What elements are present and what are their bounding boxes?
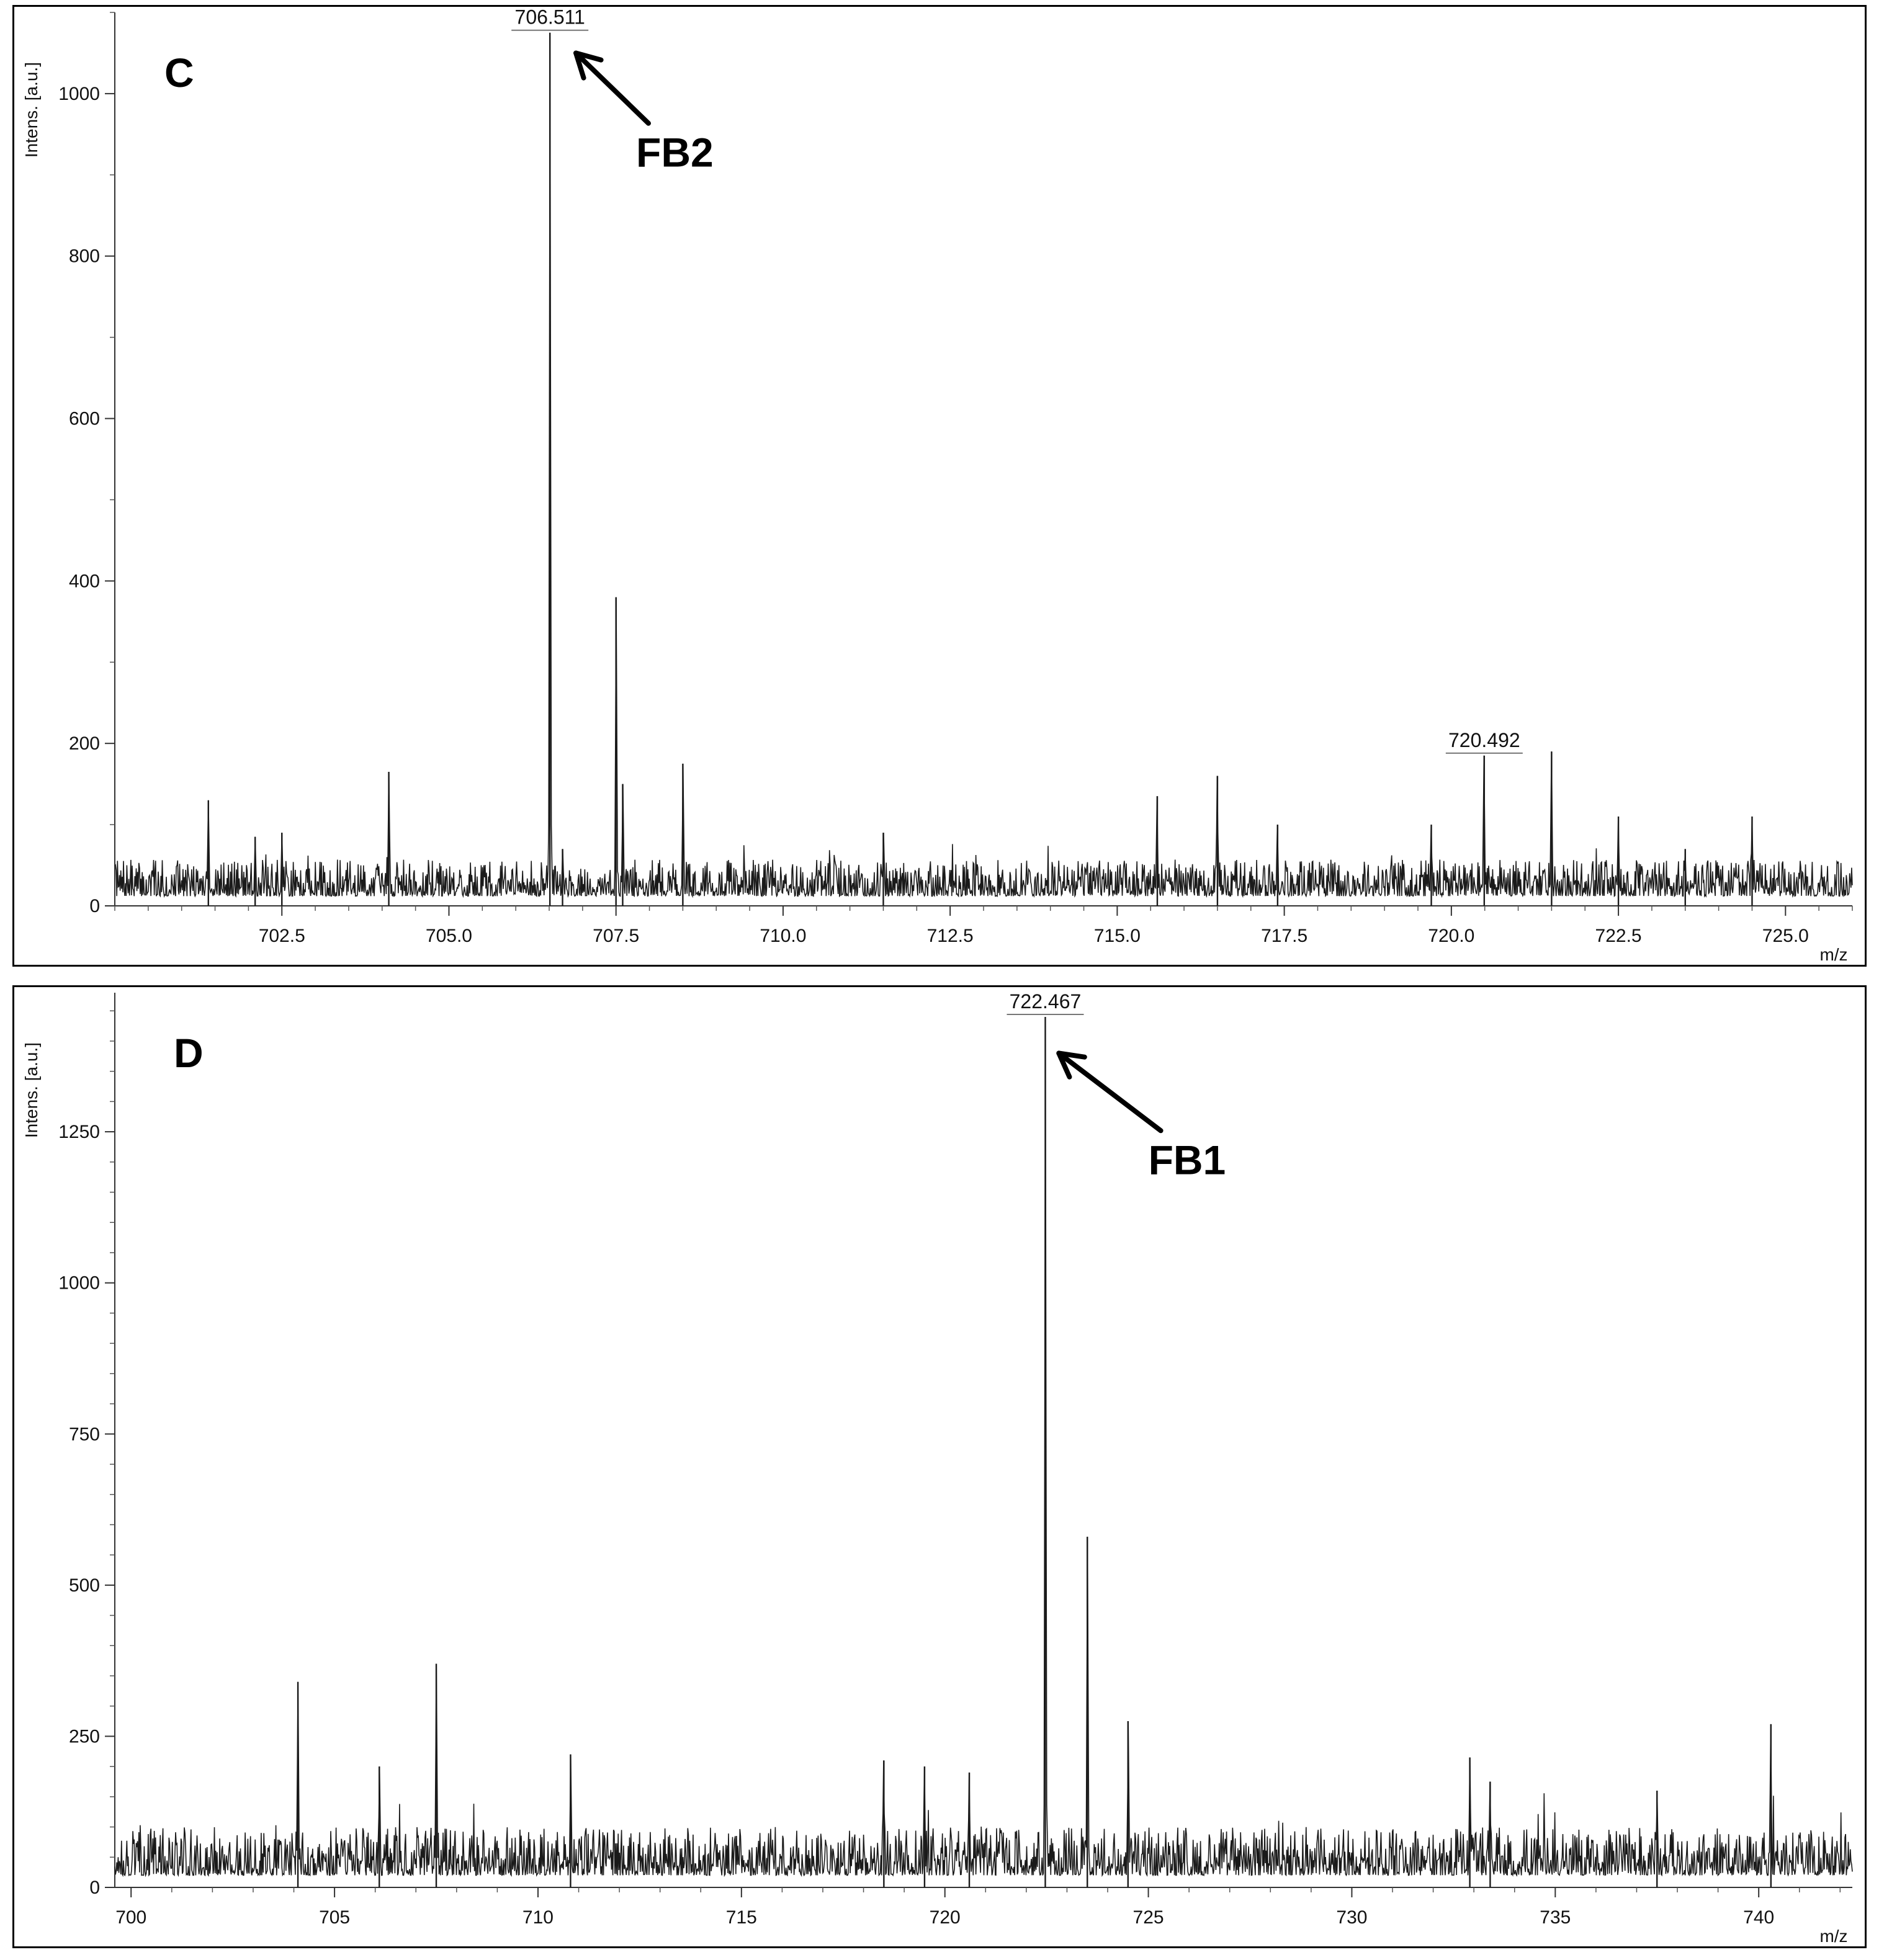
x-tick-label: 720.0 <box>1428 926 1474 946</box>
y-tick-label: 400 <box>69 571 100 591</box>
annotation-arrow-shaft <box>1056 1050 1164 1134</box>
x-tick-label: 702.5 <box>259 926 305 946</box>
chart-panel-c: 0 200 400 600 800 1000 702.5 705.0 707.5 710.0 712… <box>22 6 1853 964</box>
peak-label: 720.492 <box>1448 729 1520 751</box>
x-tick-label: 717.5 <box>1261 926 1307 946</box>
x-tick-label: 720 <box>930 1907 961 1928</box>
x-tick-label: 705 <box>319 1907 350 1928</box>
x-tick-label: 700 <box>115 1907 146 1928</box>
spectrum-trace <box>114 32 1853 898</box>
x-axis-title: m/z <box>1819 945 1847 964</box>
y-tick-label: 1000 <box>58 1273 100 1294</box>
y-tick-label: 250 <box>69 1726 100 1747</box>
spectrum-trace <box>114 1016 1853 1877</box>
x-tick-label: 715 <box>726 1907 757 1928</box>
x-tick-label: 710.0 <box>760 926 806 946</box>
x-tick-label: 725 <box>1133 1907 1164 1928</box>
panel-letter: C <box>164 50 194 96</box>
x-tick-label: 740 <box>1743 1907 1774 1928</box>
peak-label: 706.511 <box>515 6 585 29</box>
x-tick-label: 725.0 <box>1762 926 1809 946</box>
y-tick-label: 600 <box>69 409 100 429</box>
x-tick-label: 722.5 <box>1595 926 1642 946</box>
chart-panel-c-frame <box>12 5 1867 967</box>
y-tick-label: 1250 <box>58 1122 100 1142</box>
y-tick-label: 800 <box>69 246 100 267</box>
y-tick-label: 750 <box>69 1424 100 1444</box>
chart-panel-d-frame <box>12 985 1867 1948</box>
y-axis-title: Intens. [a.u.] <box>22 1042 41 1138</box>
peak-label: 722.467 <box>1010 990 1082 1013</box>
x-tick-label: 715.0 <box>1094 926 1141 946</box>
x-tick-label: 710 <box>522 1907 554 1928</box>
x-tick-label: 735 <box>1540 1907 1571 1928</box>
annotation-label: FB1 <box>1149 1137 1226 1183</box>
x-tick-label: 705.0 <box>426 926 472 946</box>
annotation-label: FB2 <box>636 130 714 176</box>
y-tick-label: 0 <box>89 896 100 916</box>
x-tick-label: 730 <box>1336 1907 1367 1928</box>
y-tick-label: 0 <box>89 1877 100 1898</box>
y-axis-title: Intens. [a.u.] <box>22 62 41 158</box>
y-tick-label: 1000 <box>58 84 100 104</box>
y-tick-label: 200 <box>69 733 100 754</box>
annotation-arrow-head <box>1056 1050 1087 1080</box>
x-tick-label: 712.5 <box>927 926 974 946</box>
chart-panel-d: 0 250 500 750 1000 1250 700 705 710 715 720 725 730 7… <box>22 990 1853 1946</box>
panel-letter: D <box>174 1030 204 1076</box>
x-tick-label: 707.5 <box>593 926 639 946</box>
y-tick-label: 500 <box>69 1575 100 1596</box>
x-axis-title: m/z <box>1819 1926 1847 1946</box>
annotation-arrow-shaft <box>573 50 651 126</box>
annotation-arrow-head <box>573 50 604 81</box>
